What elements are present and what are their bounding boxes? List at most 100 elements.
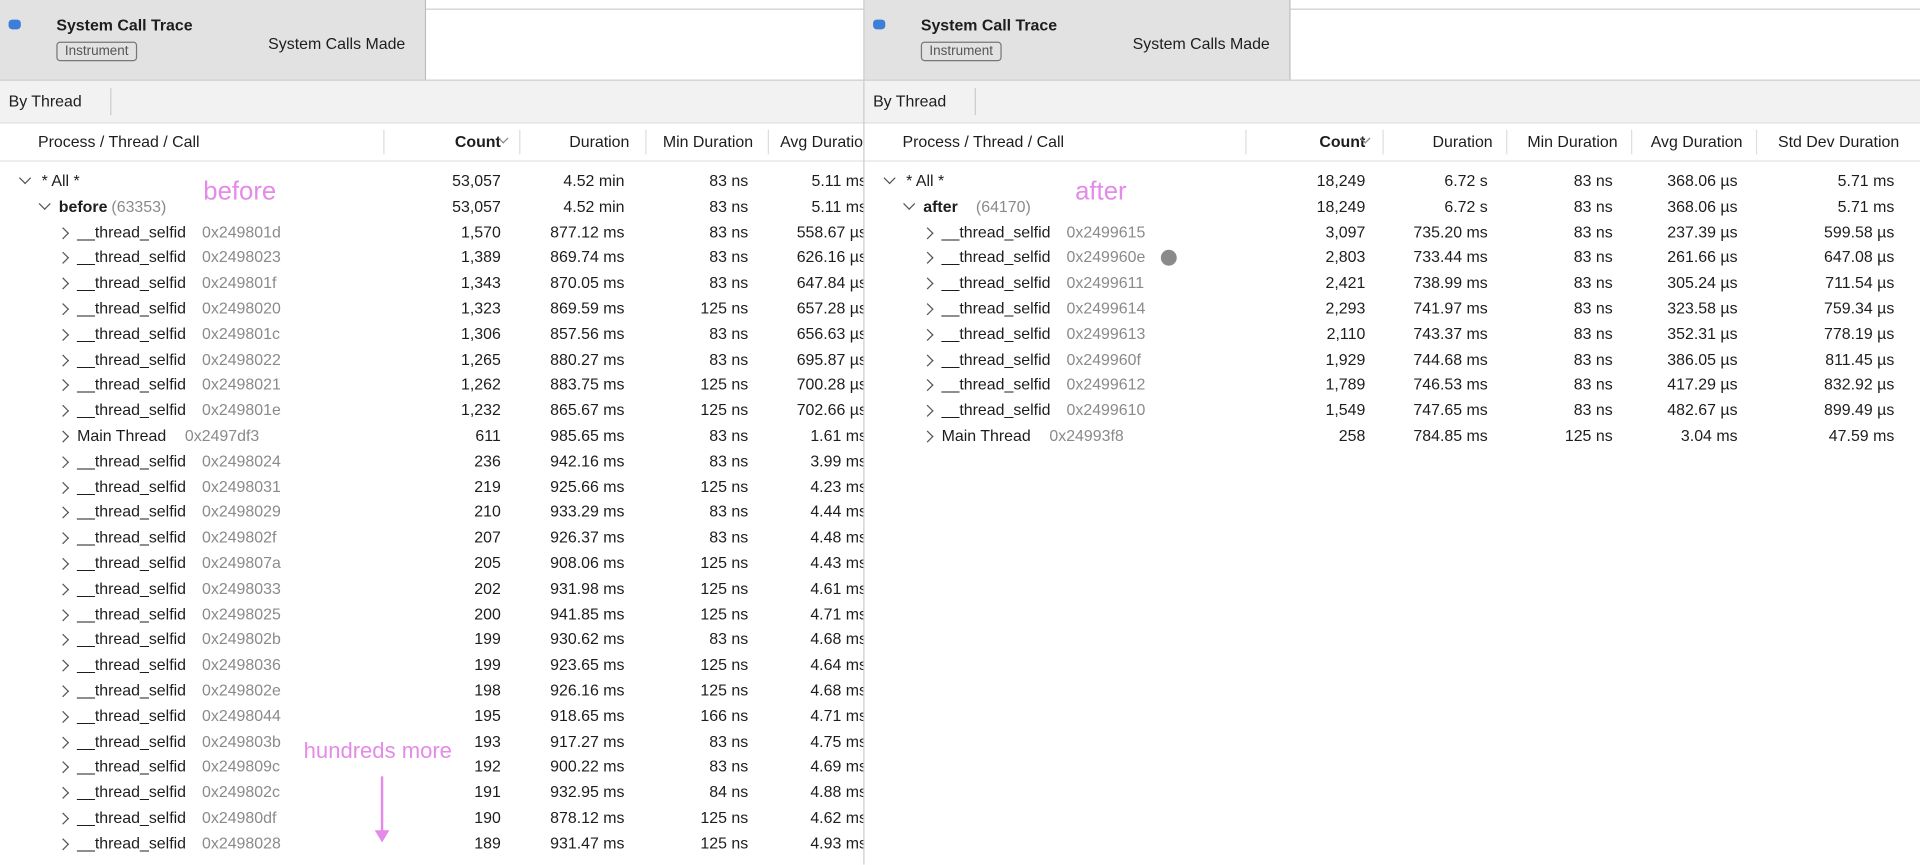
disclosure[interactable] — [57, 506, 70, 519]
row-name[interactable]: before — [58, 196, 108, 216]
row-name[interactable]: __thread_selfid — [941, 222, 1051, 241]
disclosure[interactable] — [57, 481, 70, 494]
row-name[interactable]: __thread_selfid — [77, 833, 187, 853]
row-name[interactable]: __thread_selfid — [77, 757, 187, 776]
row-name[interactable]: * All * — [906, 171, 945, 190]
disclosure[interactable] — [57, 226, 70, 239]
group-by-menu[interactable]: By Thread — [8, 91, 82, 111]
disclosure[interactable] — [921, 328, 934, 341]
disclosure[interactable] — [57, 812, 70, 825]
row-name[interactable]: __thread_selfid — [77, 680, 187, 700]
row-name[interactable]: __thread_selfid — [941, 400, 1051, 420]
column-header[interactable]: Min Duration — [1527, 132, 1618, 151]
disclosure[interactable] — [921, 430, 934, 443]
row-name[interactable]: __thread_selfid — [77, 604, 187, 623]
column-divider — [1631, 129, 1633, 155]
row-name[interactable]: __thread_selfid — [77, 400, 187, 420]
disclosure[interactable] — [57, 277, 70, 290]
cell: 5.11 ms — [811, 196, 865, 216]
disclosure[interactable] — [57, 557, 70, 570]
disclosure[interactable] — [883, 172, 896, 185]
row-name[interactable]: __thread_selfid — [77, 451, 187, 470]
row-name[interactable]: __thread_selfid — [941, 324, 1051, 343]
row-name[interactable]: * All * — [41, 171, 80, 190]
column-header[interactable]: Process / Thread / Call — [37, 132, 200, 151]
disclosure[interactable] — [57, 761, 70, 774]
column-header[interactable]: Avg Duration — [1650, 132, 1743, 151]
column-header[interactable]: Min Duration — [662, 132, 754, 151]
disclosure[interactable] — [57, 608, 70, 621]
row-name[interactable]: __thread_selfid — [941, 375, 1051, 394]
disclosure[interactable] — [921, 277, 934, 290]
disclosure[interactable] — [57, 379, 70, 392]
disclosure[interactable] — [57, 532, 70, 545]
group-by-menu[interactable]: By Thread — [873, 91, 947, 111]
disclosure[interactable] — [19, 172, 32, 185]
column-header[interactable]: Duration — [1432, 132, 1493, 151]
column-header[interactable]: Std Dev Duration — [1777, 132, 1900, 151]
row-name[interactable]: __thread_selfid — [77, 808, 187, 827]
disclosure[interactable] — [921, 226, 934, 239]
disclosure[interactable] — [57, 354, 70, 367]
disclosure[interactable] — [921, 252, 934, 265]
cell: 4.61 ms — [810, 578, 865, 598]
row-name[interactable]: __thread_selfid — [77, 222, 187, 241]
disclosure[interactable] — [57, 710, 70, 723]
row-name[interactable]: __thread_selfid — [941, 273, 1051, 292]
disclosure[interactable] — [57, 328, 70, 341]
row-name[interactable]: __thread_selfid — [77, 247, 187, 267]
row-name[interactable]: __thread_selfid — [77, 324, 187, 343]
row-name[interactable]: __thread_selfid — [77, 375, 187, 394]
column-header[interactable]: Count — [1319, 132, 1366, 151]
row-name[interactable]: Main Thread — [77, 426, 167, 445]
disclosure[interactable] — [57, 787, 70, 800]
disclosure[interactable] — [57, 303, 70, 316]
row-name[interactable]: __thread_selfid — [77, 655, 187, 674]
disclosure[interactable] — [57, 634, 70, 647]
disclosure[interactable] — [38, 197, 51, 210]
disclosure[interactable] — [57, 659, 70, 672]
row-name[interactable]: __thread_selfid — [77, 629, 187, 649]
column-header[interactable]: Avg Duration — [780, 132, 865, 151]
column-header[interactable]: Process / Thread / Call — [902, 132, 1065, 151]
row-name[interactable]: __thread_selfid — [77, 782, 187, 802]
row-name[interactable]: __thread_selfid — [941, 349, 1051, 369]
row-name[interactable]: __thread_selfid — [77, 578, 187, 598]
disclosure[interactable] — [57, 837, 70, 851]
column-header[interactable]: Count — [454, 132, 501, 151]
row-name[interactable]: __thread_selfid — [77, 273, 187, 292]
disclosure[interactable] — [921, 354, 934, 367]
disclosure[interactable] — [57, 685, 70, 698]
row-name[interactable]: after — [923, 196, 958, 216]
disclosure[interactable] — [57, 455, 70, 469]
disclosure[interactable] — [57, 430, 70, 443]
row-name[interactable]: __thread_selfid — [77, 298, 187, 318]
row-name[interactable]: __thread_selfid — [77, 502, 187, 521]
row-name[interactable]: __thread_selfid — [941, 247, 1051, 267]
row-name[interactable]: Main Thread — [941, 426, 1031, 445]
disclosure[interactable] — [903, 197, 916, 210]
row-name[interactable]: __thread_selfid — [77, 706, 187, 725]
disclosure[interactable] — [57, 404, 70, 418]
cell: 83 ns — [709, 527, 749, 547]
row-name[interactable]: __thread_selfid — [77, 553, 187, 572]
disclosure[interactable] — [57, 736, 70, 749]
cell: 166 ns — [700, 706, 749, 725]
instrument-badge[interactable]: Instrument — [920, 41, 1002, 62]
cell: 199 — [474, 655, 501, 674]
row-address: 0x2498033 — [202, 578, 281, 598]
cell: 3.04 ms — [1680, 426, 1738, 445]
row-name[interactable]: __thread_selfid — [941, 298, 1051, 318]
disclosure[interactable] — [57, 252, 70, 265]
row-name[interactable]: __thread_selfid — [77, 477, 187, 496]
instrument-badge[interactable]: Instrument — [56, 41, 138, 62]
row-name[interactable]: __thread_selfid — [77, 349, 187, 369]
column-header[interactable]: Duration — [569, 132, 630, 151]
disclosure[interactable] — [921, 404, 934, 418]
disclosure[interactable] — [921, 379, 934, 392]
go-button[interactable] — [1160, 249, 1177, 266]
row-name[interactable]: __thread_selfid — [77, 731, 187, 751]
disclosure[interactable] — [57, 583, 70, 596]
disclosure[interactable] — [921, 303, 934, 316]
row-name[interactable]: __thread_selfid — [77, 527, 187, 547]
